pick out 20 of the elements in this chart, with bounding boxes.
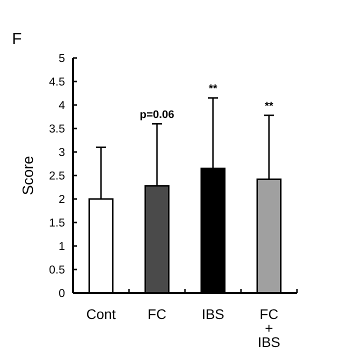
y-tick-label: 4 <box>58 100 66 112</box>
y-tick-label: 0.5 <box>49 264 65 277</box>
y-tick-label: 2.5 <box>49 170 65 183</box>
x-tick-label: Cont <box>86 306 116 322</box>
x-tick-label: IBS <box>202 306 224 322</box>
annotation: p=0.06 <box>140 108 174 121</box>
y-tick-label: 2 <box>58 194 65 206</box>
y-tick-label: 3.5 <box>49 124 65 136</box>
y-tick-label: 5 <box>58 53 65 66</box>
chart-title: F <box>12 31 22 48</box>
y-tick-label: 3 <box>58 147 65 160</box>
y-tick-label: 0 <box>58 288 65 300</box>
y-tick-label: 4.5 <box>49 76 65 89</box>
annotation: ** <box>264 100 274 112</box>
y-axis-title: Score <box>20 156 37 196</box>
annotation: ** <box>208 82 218 95</box>
x-tick-label: FC + IBS <box>258 306 280 350</box>
x-tick-label: FC <box>148 306 166 322</box>
y-tick-label: 1.5 <box>49 218 65 230</box>
y-tick-label: 1 <box>58 241 65 254</box>
